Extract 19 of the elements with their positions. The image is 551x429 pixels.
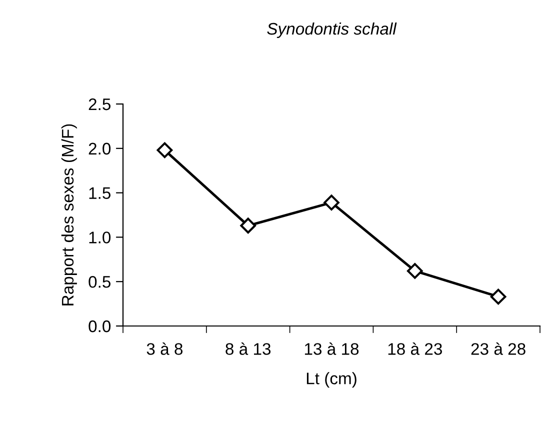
x-tick-label: 23 à 28 (471, 342, 526, 355)
chart-title: Synodontis schall (267, 22, 397, 38)
x-tick-label: 3 à 8 (146, 342, 183, 355)
x-tick-label: 13 à 18 (304, 342, 359, 355)
y-tick-label: 1.0 (89, 232, 111, 244)
x-tick-label: 18 à 23 (388, 342, 442, 355)
x-tick-label: 8 à 13 (226, 342, 271, 355)
y-tick-label: 0.0 (88, 320, 111, 332)
x-axis-title: Lt (cm) (306, 372, 356, 388)
y-axis-title: Rapport des sexes (M/F) (61, 124, 77, 306)
point (406, 263, 423, 279)
y-tick-label: 2.5 (88, 98, 110, 110)
y-tick-label: 1.5 (89, 187, 110, 200)
y-tick-label: 2.0 (88, 142, 111, 155)
point (490, 288, 506, 305)
point (156, 142, 173, 158)
point (324, 194, 340, 210)
point (240, 218, 256, 234)
y-tick-label: 0.5 (88, 276, 110, 288)
